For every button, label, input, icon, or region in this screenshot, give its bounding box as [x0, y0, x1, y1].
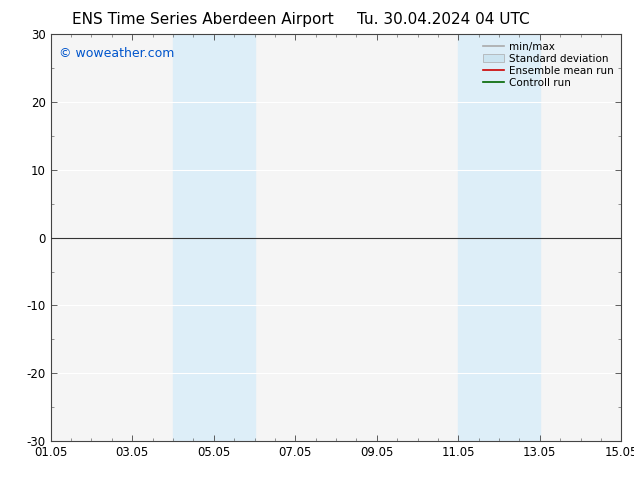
Legend: min/max, Standard deviation, Ensemble mean run, Controll run: min/max, Standard deviation, Ensemble me…	[481, 40, 616, 90]
Bar	[173, 34, 254, 441]
Text: ENS Time Series Aberdeen Airport: ENS Time Series Aberdeen Airport	[72, 12, 333, 27]
Bar	[458, 34, 540, 441]
Text: © woweather.com: © woweather.com	[59, 47, 174, 59]
Text: Tu. 30.04.2024 04 UTC: Tu. 30.04.2024 04 UTC	[358, 12, 530, 27]
